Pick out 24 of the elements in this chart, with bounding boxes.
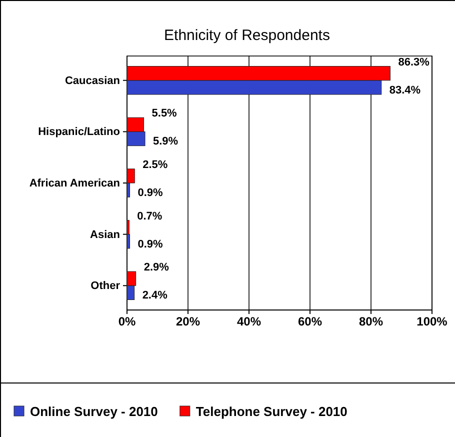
x-tick-label: 40%: [236, 314, 262, 329]
y-tick-label: African American: [29, 178, 120, 190]
data-label: 2.5%: [142, 158, 168, 171]
x-tick-label: 80%: [358, 314, 384, 329]
data-label: 2.4%: [142, 290, 168, 302]
y-tick-label: Caucasian: [64, 74, 120, 87]
x-tick-label: 0%: [118, 314, 136, 329]
x-tick-label: 60%: [298, 314, 322, 329]
data-label: 0.7%: [137, 210, 162, 222]
x-tick-label: 100%: [416, 314, 448, 329]
data-label: 0.9%: [138, 238, 164, 250]
data-label: 2.9%: [144, 262, 170, 274]
chart-title: Ethnicity of Respondents: [164, 27, 330, 44]
data-label: 5.9%: [152, 136, 178, 148]
y-tick-label: Other: [90, 280, 121, 292]
data-label: 83.4%: [389, 84, 421, 96]
x-tick-label: 20%: [176, 314, 200, 329]
data-label: 86.3%: [398, 56, 430, 68]
data-label: 0.9%: [138, 187, 164, 200]
legend-label: Online Survey - 2010: [30, 404, 158, 419]
data-label: 5.5%: [152, 108, 178, 120]
legend-label: Telephone Survey - 2010: [196, 404, 348, 419]
y-tick-label: Hispanic/Latino: [38, 126, 120, 138]
y-tick-label: Asian: [90, 228, 120, 241]
